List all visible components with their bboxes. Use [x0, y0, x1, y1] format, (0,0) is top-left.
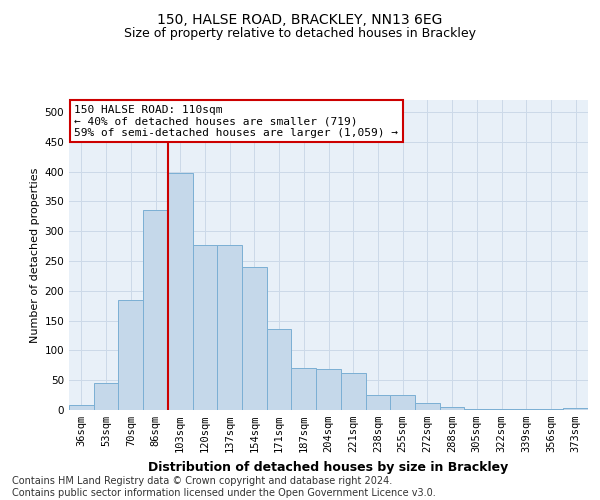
- Bar: [316, 370, 341, 410]
- Y-axis label: Number of detached properties: Number of detached properties: [30, 168, 40, 342]
- Text: Size of property relative to detached houses in Brackley: Size of property relative to detached ho…: [124, 28, 476, 40]
- Bar: [464, 409, 489, 410]
- Text: 150 HALSE ROAD: 110sqm
← 40% of detached houses are smaller (719)
59% of semi-de: 150 HALSE ROAD: 110sqm ← 40% of detached…: [74, 104, 398, 138]
- Bar: [267, 329, 292, 410]
- Bar: [563, 408, 588, 410]
- Bar: [69, 405, 94, 410]
- Bar: [242, 267, 267, 410]
- Bar: [168, 172, 193, 410]
- Bar: [365, 395, 390, 410]
- Bar: [440, 407, 464, 410]
- Bar: [193, 245, 217, 410]
- Bar: [118, 300, 143, 410]
- Bar: [415, 403, 440, 410]
- Bar: [341, 373, 365, 410]
- Bar: [390, 395, 415, 410]
- Bar: [489, 409, 514, 410]
- X-axis label: Distribution of detached houses by size in Brackley: Distribution of detached houses by size …: [148, 460, 509, 473]
- Text: 150, HALSE ROAD, BRACKLEY, NN13 6EG: 150, HALSE ROAD, BRACKLEY, NN13 6EG: [157, 12, 443, 26]
- Bar: [217, 245, 242, 410]
- Bar: [292, 368, 316, 410]
- Bar: [94, 382, 118, 410]
- Text: Contains HM Land Registry data © Crown copyright and database right 2024.
Contai: Contains HM Land Registry data © Crown c…: [12, 476, 436, 498]
- Bar: [143, 210, 168, 410]
